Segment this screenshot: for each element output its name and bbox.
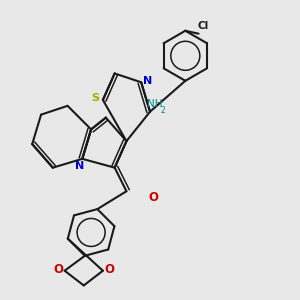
Text: S: S: [92, 94, 100, 103]
Text: 2: 2: [160, 106, 165, 115]
Text: O: O: [148, 190, 158, 204]
Text: N: N: [75, 161, 84, 171]
Text: O: O: [53, 263, 63, 276]
Text: O: O: [104, 263, 114, 276]
Text: NH: NH: [147, 99, 163, 110]
Text: N: N: [143, 76, 152, 86]
Text: Cl: Cl: [197, 21, 208, 31]
